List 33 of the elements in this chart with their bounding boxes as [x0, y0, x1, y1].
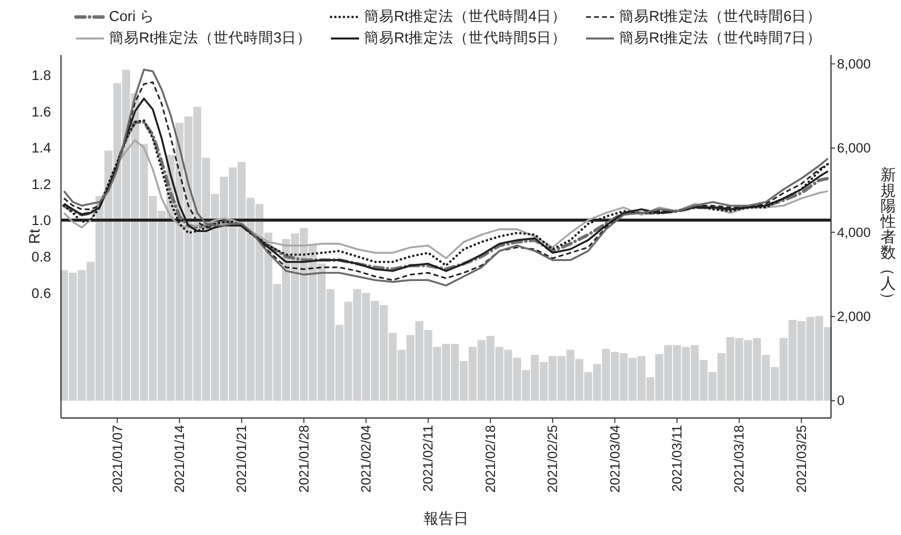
y2-tick-label: 8,000: [837, 56, 871, 72]
x-tick-label: 2021/03/04: [607, 424, 622, 493]
y-tick-label: 1.4: [32, 140, 52, 156]
y-tick-label: 0.6: [32, 284, 52, 301]
x-tick-label: 2021/03/11: [670, 425, 684, 492]
x-tick-label: 2021/01/21: [234, 425, 250, 493]
legend-label: 簡易Rt推定法（世代時間4日）: [364, 8, 567, 25]
x-tick-label: 2021/02/25: [545, 425, 560, 493]
y-tick-label: 0.8: [32, 248, 52, 264]
x-tick-label: 2021/02/18: [482, 425, 498, 493]
legend-label: 簡易Rt推定法（世代時間6日）: [619, 8, 822, 25]
legend-label: 簡易Rt推定法（世代時間3日）: [109, 30, 312, 46]
y-tick-label: 1.2: [32, 176, 52, 192]
x-tick-label: 2021/03/25: [794, 425, 809, 493]
y2-tick-label: 4,000: [837, 224, 871, 240]
x-axis-title: 報告日: [424, 510, 468, 528]
legend-label: Cori ら: [109, 9, 155, 25]
x-tick-label: 2021/03/18: [732, 425, 747, 493]
y-tick-label: 1.8: [32, 66, 52, 83]
y-tick-label: 1.0: [32, 212, 52, 228]
x-tick-label: 2021/01/07: [110, 425, 125, 493]
y2-tick-label: 0: [837, 393, 845, 408]
x-tick-label: 2021/02/04: [358, 424, 374, 493]
y2-tick-label: 2,000: [837, 309, 871, 324]
x-tick-label: 2021/01/28: [296, 425, 312, 493]
y2-tick-label: 6,000: [837, 140, 871, 156]
y-axis-title: Rt: [26, 228, 44, 244]
legend-label: 簡易Rt推定法（世代時間7日）: [619, 30, 822, 46]
y-tick-label: 1.6: [32, 103, 52, 120]
x-tick-label: 2021/02/11: [420, 425, 436, 492]
y2-axis-title: 新規陽性者数（人）: [879, 167, 896, 308]
x-tick-label: 2021/01/14: [172, 424, 187, 493]
legend-label: 簡易Rt推定法（世代時間5日）: [364, 30, 567, 46]
